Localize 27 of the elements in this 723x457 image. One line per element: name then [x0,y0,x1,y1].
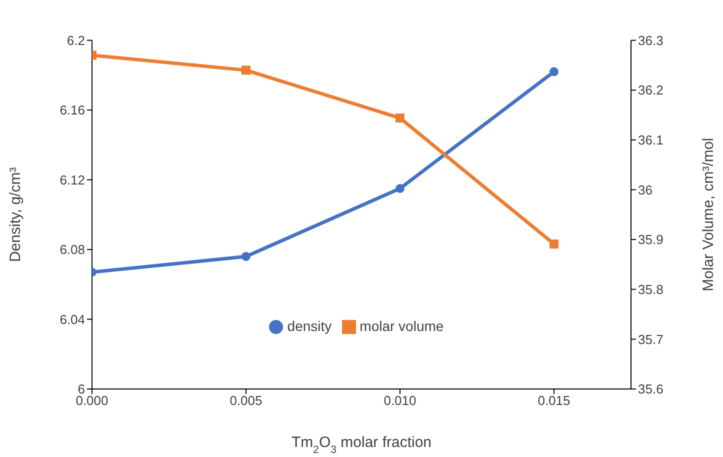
y2-tick-label: 35.8 [638,282,664,297]
point [242,66,250,75]
x-tick-label: 0.010 [384,393,416,408]
y-tick-label: 6.2 [66,32,85,48]
y2-tick-label: 35.7 [638,332,664,347]
point [550,240,558,249]
point [242,252,250,261]
y-tick-label: 6.12 [60,172,85,188]
legend-label: density [287,318,332,334]
y2-tick-label: 36.3 [638,32,664,48]
point [396,184,404,193]
point [396,114,404,123]
point [550,67,558,76]
x-axis-title: Tm$_{2}$O$_{3}$ molar fraction [291,434,432,456]
y2-tick-label: 36 [638,182,652,198]
y-tick-label: 6.16 [60,102,85,118]
y-tick-label: 6.08 [60,242,85,258]
x-tick-label: 0.005 [230,393,262,408]
y2-tick-label: 36.2 [638,82,664,98]
y-axis-title: Density, g/cm³ [7,167,24,262]
legend-label: molar volume [360,318,444,334]
y2-axis-title: Molar Volume, cm³/mol [700,138,717,292]
y2-tick-label: 36.1 [638,132,664,148]
y2-tick-label: 35.9 [638,232,664,248]
y-tick-label: 6.04 [60,312,85,327]
y2-tick-label: 35.6 [638,382,664,397]
x-tick-label: 0.015 [538,393,570,408]
